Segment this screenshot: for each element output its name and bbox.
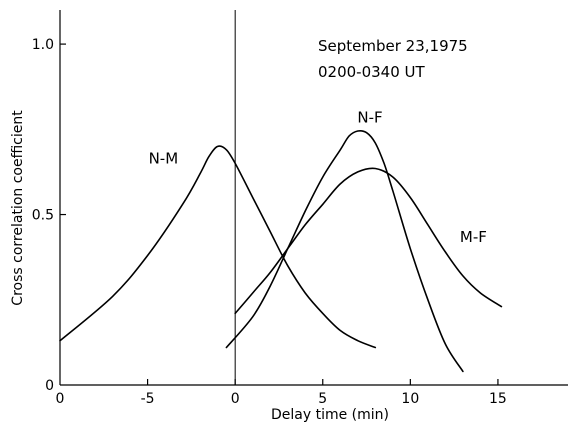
date-annotation: September 23,1975: [318, 37, 468, 55]
y-axis-label: Cross correlation coefficient: [10, 110, 26, 306]
y-tick-label: 1.0: [32, 37, 54, 53]
series-label-n-f: N-F: [357, 109, 382, 127]
x-tick-label: 5: [318, 391, 327, 407]
series-line-n-m: [59, 145, 377, 349]
x-tick-label: 0: [56, 391, 65, 407]
y-tick-label: 0: [45, 378, 54, 394]
y-tick-label: 0.5: [32, 208, 54, 224]
series-line-n-f: [225, 129, 464, 373]
x-tick-label: 0: [231, 391, 240, 407]
series-label-m-f: M-F: [460, 228, 487, 246]
x-tick-label: -5: [141, 391, 155, 407]
x-tick-label: 10: [401, 391, 419, 407]
x-tick-label: 15: [489, 391, 507, 407]
x-axis-label: Delay time (min): [271, 407, 389, 423]
series-label-n-m: N-M: [149, 149, 179, 167]
series-labels: N-M N-F M-F: [149, 109, 487, 246]
tick-labels: 0 0.5 1.0 0 -5 0 5 10 15: [32, 37, 507, 407]
axes: [59, 10, 568, 386]
time-range-annotation: 0200-0340 UT: [318, 63, 426, 81]
series-line-m-f: [234, 167, 503, 315]
series-lines: [59, 129, 503, 373]
